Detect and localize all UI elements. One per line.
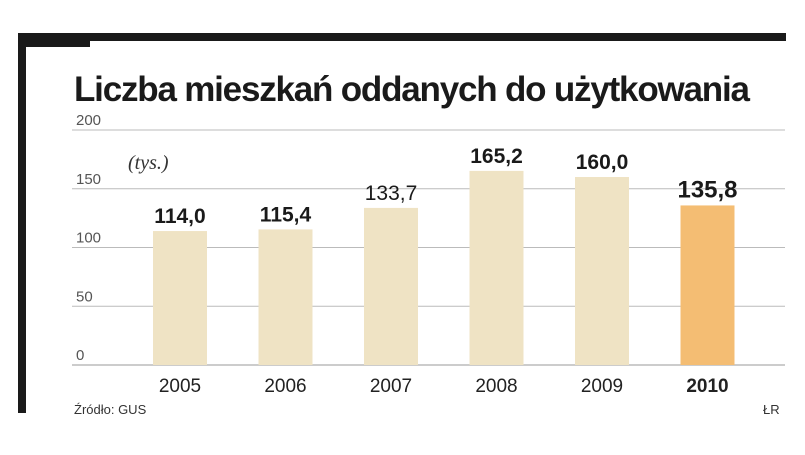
y-tick-label-100: 100 (76, 230, 101, 247)
x-tick-label-2007: 2007 (370, 376, 412, 397)
bar-2008 (469, 170, 524, 365)
data-label-2007: 133,7 (365, 182, 418, 205)
frame-top-border (18, 33, 786, 41)
bar-2005 (153, 231, 207, 365)
bar-2010 (680, 205, 735, 365)
x-tick-label-2008: 2008 (475, 376, 517, 397)
data-label-2009: 160,0 (576, 151, 629, 174)
bar-2007 (364, 207, 418, 365)
y-tick-label-200: 200 (76, 112, 101, 129)
source-note: Źródło: GUS (74, 402, 147, 417)
data-label-2008: 165,2 (470, 145, 523, 168)
y-tick-label-0: 0 (76, 347, 84, 364)
data-label-2005: 114,0 (154, 205, 205, 228)
frame-left-border (18, 33, 26, 413)
chart-title: Liczba mieszkań oddanych do użytkowania (74, 70, 750, 109)
bar-2006 (258, 229, 313, 365)
y-tick-label-50: 50 (76, 288, 93, 305)
x-tick-label-2005: 2005 (159, 376, 201, 397)
x-tick-label-2010: 2010 (686, 376, 728, 397)
data-label-2010: 135,8 (677, 176, 737, 203)
data-label-2006: 115,4 (260, 203, 312, 226)
frame-corner-block (18, 33, 90, 47)
x-tick-label-2009: 2009 (581, 376, 623, 397)
y-tick-label-150: 150 (76, 171, 101, 188)
author-credit: ŁR (763, 402, 780, 417)
x-tick-label-2006: 2006 (264, 376, 306, 397)
bar-2009 (575, 177, 629, 365)
unit-label: (tys.) (128, 152, 169, 174)
